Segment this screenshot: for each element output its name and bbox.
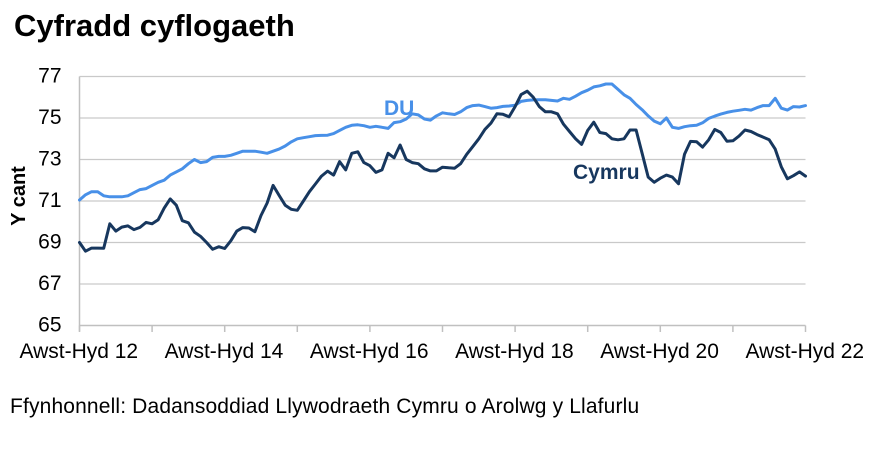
svg-text:69: 69 xyxy=(38,231,61,254)
svg-text:77: 77 xyxy=(38,65,61,88)
svg-text:67: 67 xyxy=(38,272,61,295)
svg-text:DU: DU xyxy=(384,97,414,120)
svg-text:Ffynhonnell: Dadansoddiad Llyw: Ffynhonnell: Dadansoddiad Llywodraeth Cy… xyxy=(10,395,639,418)
svg-text:Awst-Hyd 20: Awst-Hyd 20 xyxy=(600,340,719,363)
svg-text:Awst-Hyd 16: Awst-Hyd 16 xyxy=(310,340,429,363)
svg-text:71: 71 xyxy=(38,189,61,212)
svg-text:75: 75 xyxy=(38,106,61,129)
svg-text:Awst-Hyd 18: Awst-Hyd 18 xyxy=(455,340,574,363)
svg-text:Awst-Hyd 12: Awst-Hyd 12 xyxy=(19,340,138,363)
svg-text:Awst-Hyd 14: Awst-Hyd 14 xyxy=(165,340,284,363)
svg-text:Cyfradd cyflogaeth: Cyfradd cyflogaeth xyxy=(14,8,295,43)
svg-text:73: 73 xyxy=(38,148,61,171)
svg-text:Y cant: Y cant xyxy=(8,166,30,226)
svg-text:Cymru: Cymru xyxy=(573,161,640,184)
svg-text:Awst-Hyd 22: Awst-Hyd 22 xyxy=(745,340,864,363)
svg-text:65: 65 xyxy=(38,314,61,337)
